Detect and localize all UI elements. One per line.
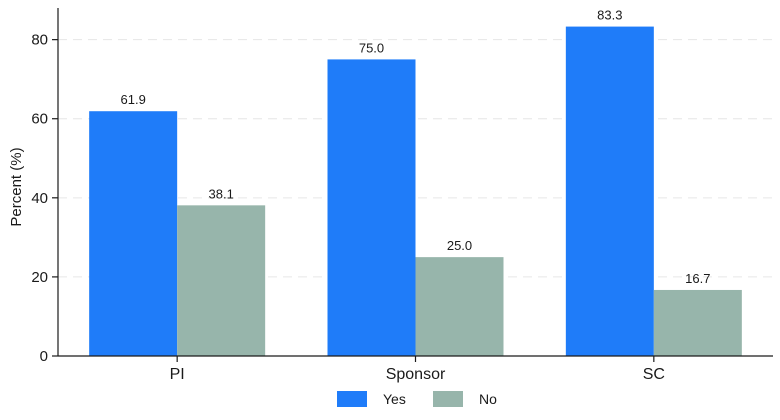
data-label: 61.9	[121, 92, 146, 107]
y-axis-title: Percent (%)	[8, 147, 25, 226]
legend-swatch-no	[433, 391, 463, 407]
bar-no-sponsor	[415, 257, 504, 356]
y-tick-label: 60	[31, 111, 48, 128]
bar-yes-sc	[565, 26, 654, 356]
bars	[89, 26, 742, 357]
legend-label-no: No	[479, 391, 497, 407]
legend-swatch-yes	[337, 391, 367, 407]
data-label: 16.7	[685, 271, 710, 286]
bar-yes-sponsor	[327, 59, 416, 357]
bar-no-sc	[653, 289, 742, 356]
data-label: 75.0	[359, 40, 384, 55]
data-labels: 61.9 38.1 75.0 25.0 83.3 16.7	[121, 8, 711, 286]
x-tick-label: PI	[170, 366, 185, 383]
bar-yes-pi	[89, 111, 178, 356]
x-tick-label: Sponsor	[386, 366, 446, 383]
x-tick-label: SC	[643, 366, 665, 383]
legend: Yes No	[337, 391, 497, 407]
data-label: 25.0	[447, 238, 472, 253]
data-label: 38.1	[209, 186, 234, 201]
x-ticks: PI Sponsor SC	[170, 356, 665, 383]
legend-label-yes: Yes	[383, 391, 406, 407]
y-tick-label: 0	[40, 348, 48, 365]
bar-no-pi	[177, 205, 266, 356]
y-ticks: 0 20 40 60 80	[31, 32, 58, 365]
y-tick-label: 80	[31, 32, 48, 49]
y-tick-label: 40	[31, 190, 48, 207]
y-tick-label: 20	[31, 269, 48, 286]
data-label: 83.3	[597, 8, 622, 23]
